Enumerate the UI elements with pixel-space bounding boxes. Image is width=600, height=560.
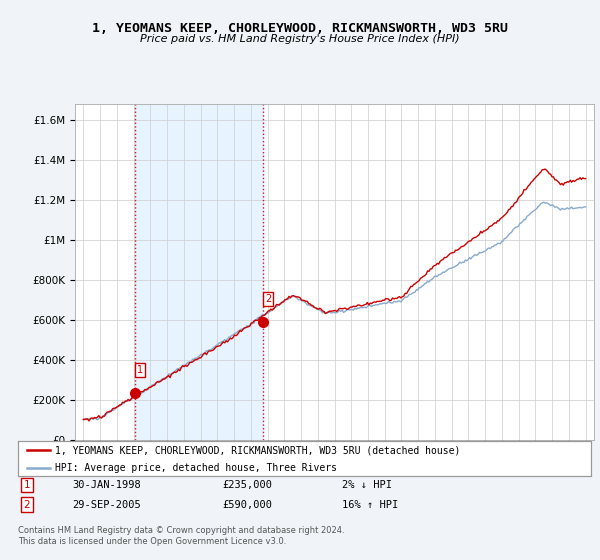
Text: £590,000: £590,000: [222, 500, 272, 510]
Text: 1, YEOMANS KEEP, CHORLEYWOOD, RICKMANSWORTH, WD3 5RU (detached house): 1, YEOMANS KEEP, CHORLEYWOOD, RICKMANSWO…: [55, 445, 461, 455]
Text: 2: 2: [265, 293, 271, 304]
Bar: [135, 104, 263, 440]
Text: 1: 1: [23, 480, 31, 490]
Text: 2% ↓ HPI: 2% ↓ HPI: [342, 480, 392, 490]
Text: HPI: Average price, detached house, Three Rivers: HPI: Average price, detached house, Thre…: [55, 463, 337, 473]
Text: 1, YEOMANS KEEP, CHORLEYWOOD, RICKMANSWORTH, WD3 5RU: 1, YEOMANS KEEP, CHORLEYWOOD, RICKMANSWO…: [92, 22, 508, 35]
Text: 29-SEP-2005: 29-SEP-2005: [72, 500, 141, 510]
Text: Price paid vs. HM Land Registry's House Price Index (HPI): Price paid vs. HM Land Registry's House …: [140, 34, 460, 44]
Text: 1: 1: [137, 365, 143, 375]
Text: 30-JAN-1998: 30-JAN-1998: [72, 480, 141, 490]
Text: £235,000: £235,000: [222, 480, 272, 490]
Text: 16% ↑ HPI: 16% ↑ HPI: [342, 500, 398, 510]
Text: Contains HM Land Registry data © Crown copyright and database right 2024.
This d: Contains HM Land Registry data © Crown c…: [18, 526, 344, 546]
Text: 2: 2: [23, 500, 31, 510]
